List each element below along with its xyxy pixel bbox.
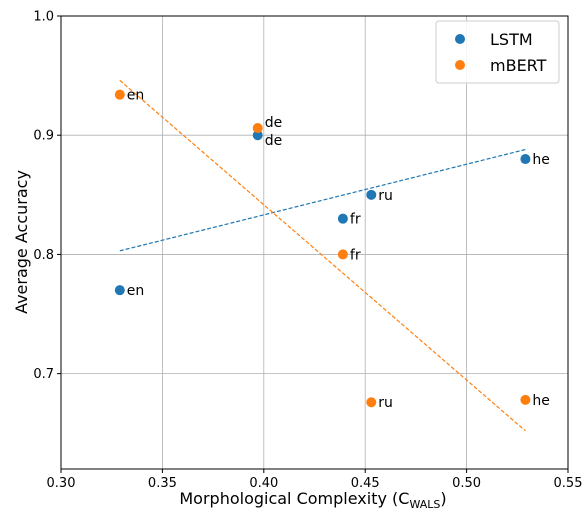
x-axis-label-suffix: ) <box>440 489 446 508</box>
point-lstm-fr <box>337 213 348 224</box>
x-axis-label: Morphological Complexity (CWALS) <box>179 489 446 510</box>
legend-box <box>435 20 560 84</box>
point-mbert-ru <box>366 397 377 408</box>
x-axis-ticks: 0.30 0.35 0.40 0.45 0.50 0.55 <box>47 469 582 491</box>
point-label-mbert-ru: ru <box>378 395 393 411</box>
point-mbert-he <box>520 394 531 405</box>
point-lstm-he <box>520 154 531 165</box>
plot-frame <box>60 15 569 470</box>
point-lstm-en <box>114 285 125 296</box>
x-tick-label: 0.55 <box>554 476 582 491</box>
data-points <box>114 89 531 408</box>
x-tick-label: 0.45 <box>351 476 380 491</box>
grid-lines <box>60 15 569 469</box>
legend-marker-mbert <box>455 60 465 70</box>
x-tick-label: 0.35 <box>148 476 177 491</box>
point-label-mbert-en: en <box>127 88 145 104</box>
y-tick-label: 0.8 <box>33 248 54 263</box>
point-label-lstm-ru: ru <box>378 188 393 204</box>
y-tick-label: 0.9 <box>33 129 54 144</box>
x-tick-label: 0.50 <box>452 476 481 491</box>
point-lstm-ru <box>366 189 377 200</box>
x-axis-label-main: Morphological Complexity (C <box>179 489 409 508</box>
point-mbert-de <box>252 123 263 134</box>
point-lstm-de <box>252 130 263 141</box>
point-mbert-fr <box>337 249 348 260</box>
x-tick-label: 0.30 <box>47 476 76 491</box>
point-mbert-en <box>114 89 125 100</box>
point-label-lstm-en: en <box>127 283 145 299</box>
legend: LSTM mBERT <box>435 20 560 84</box>
y-tick-label: 0.7 <box>33 367 54 382</box>
x-axis-label-subscript: WALS <box>409 498 440 510</box>
legend-label-mbert: mBERT <box>490 56 547 75</box>
point-label-mbert-fr: fr <box>350 247 361 263</box>
y-tick-label: 1.0 <box>33 10 54 25</box>
point-label-lstm-he: he <box>532 152 550 168</box>
y-axis-label: Average Accuracy <box>12 170 31 314</box>
point-labels: en de fr ru he en de fr ru he <box>127 88 550 412</box>
y-axis-ticks: 0.7 0.8 0.9 1.0 <box>33 10 61 382</box>
point-label-lstm-de: de <box>265 133 283 149</box>
legend-label-lstm: LSTM <box>490 30 533 49</box>
trend-line-lstm <box>119 148 526 252</box>
trend-lines <box>119 79 526 432</box>
point-label-mbert-de: de <box>265 115 283 131</box>
x-tick-label: 0.40 <box>249 476 278 491</box>
trend-line-mbert <box>119 79 526 432</box>
legend-marker-lstm <box>455 34 465 44</box>
point-label-mbert-he: he <box>532 393 550 409</box>
point-label-lstm-fr: fr <box>350 212 361 228</box>
